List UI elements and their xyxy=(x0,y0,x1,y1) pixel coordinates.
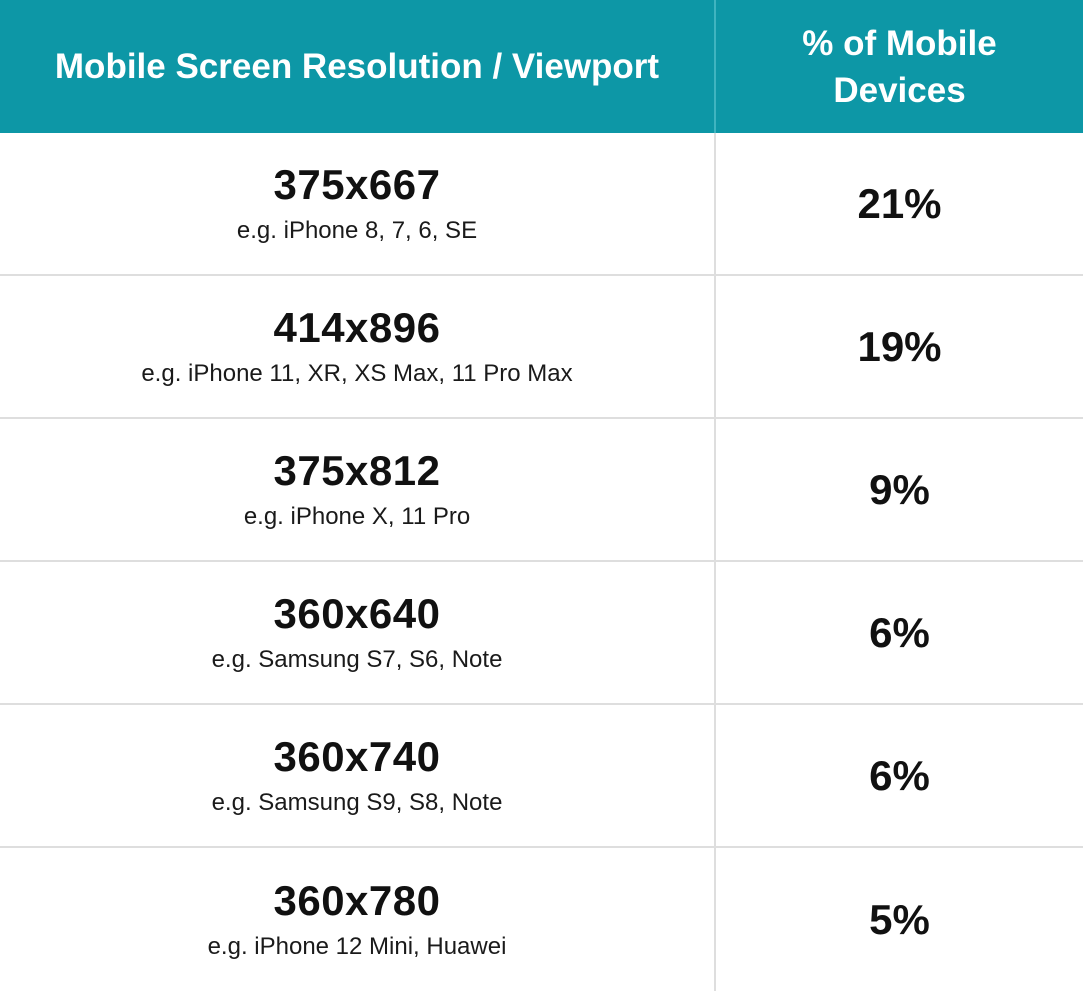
device-examples: e.g. iPhone 12 Mini, Huawei xyxy=(207,932,507,960)
resolution-value: 360x780 xyxy=(273,876,441,924)
resolution-value: 375x812 xyxy=(273,446,441,494)
table-header: Mobile Screen Resolution / Viewport % of… xyxy=(0,0,1083,133)
device-examples: e.g. iPhone X, 11 Pro xyxy=(243,502,471,530)
resolution-cell: 375x812 e.g. iPhone X, 11 Pro xyxy=(0,419,716,560)
percent-cell: 21% xyxy=(716,133,1083,274)
resolution-cell: 360x640 e.g. Samsung S7, S6, Note xyxy=(0,562,716,703)
resolution-cell: 360x780 e.g. iPhone 12 Mini, Huawei xyxy=(0,848,716,991)
percent-value: 6% xyxy=(869,608,930,656)
column-header-resolution-label: Mobile Screen Resolution / Viewport xyxy=(54,47,660,86)
percent-cell: 5% xyxy=(716,848,1083,991)
percent-value: 9% xyxy=(869,465,930,513)
device-examples: e.g. iPhone 8, 7, 6, SE xyxy=(236,216,478,244)
resolution-cell: 360x740 e.g. Samsung S9, S8, Note xyxy=(0,705,716,846)
resolution-value: 414x896 xyxy=(273,303,441,351)
table-row: 360x780 e.g. iPhone 12 Mini, Huawei 5% xyxy=(0,848,1083,991)
device-examples: e.g. Samsung S7, S6, Note xyxy=(211,645,503,673)
percent-value: 5% xyxy=(869,895,930,943)
resolution-cell: 375x667 e.g. iPhone 8, 7, 6, SE xyxy=(0,133,716,274)
resolution-cell: 414x896 e.g. iPhone 11, XR, XS Max, 11 P… xyxy=(0,276,716,417)
table-row: 375x667 e.g. iPhone 8, 7, 6, SE 21% xyxy=(0,133,1083,276)
percent-value: 6% xyxy=(869,751,930,799)
device-examples: e.g. Samsung S9, S8, Note xyxy=(211,788,503,816)
resolution-value: 360x740 xyxy=(273,732,441,780)
percent-cell: 19% xyxy=(716,276,1083,417)
table-row: 360x640 e.g. Samsung S7, S6, Note 6% xyxy=(0,562,1083,705)
table-row: 360x740 e.g. Samsung S9, S8, Note 6% xyxy=(0,705,1083,848)
percent-cell: 9% xyxy=(716,419,1083,560)
table-row: 414x896 e.g. iPhone 11, XR, XS Max, 11 P… xyxy=(0,276,1083,419)
column-header-percent: % of Mobile Devices xyxy=(716,0,1083,133)
percent-cell: 6% xyxy=(716,562,1083,703)
table-row: 375x812 e.g. iPhone X, 11 Pro 9% xyxy=(0,419,1083,562)
percent-value: 21% xyxy=(857,179,942,227)
device-examples: e.g. iPhone 11, XR, XS Max, 11 Pro Max xyxy=(141,359,573,387)
column-header-resolution: Mobile Screen Resolution / Viewport xyxy=(0,0,716,133)
resolution-value: 375x667 xyxy=(273,160,441,208)
percent-cell: 6% xyxy=(716,705,1083,846)
resolution-value: 360x640 xyxy=(273,589,441,637)
percent-value: 19% xyxy=(857,322,942,370)
column-header-percent-label: % of Mobile Devices xyxy=(802,23,997,110)
